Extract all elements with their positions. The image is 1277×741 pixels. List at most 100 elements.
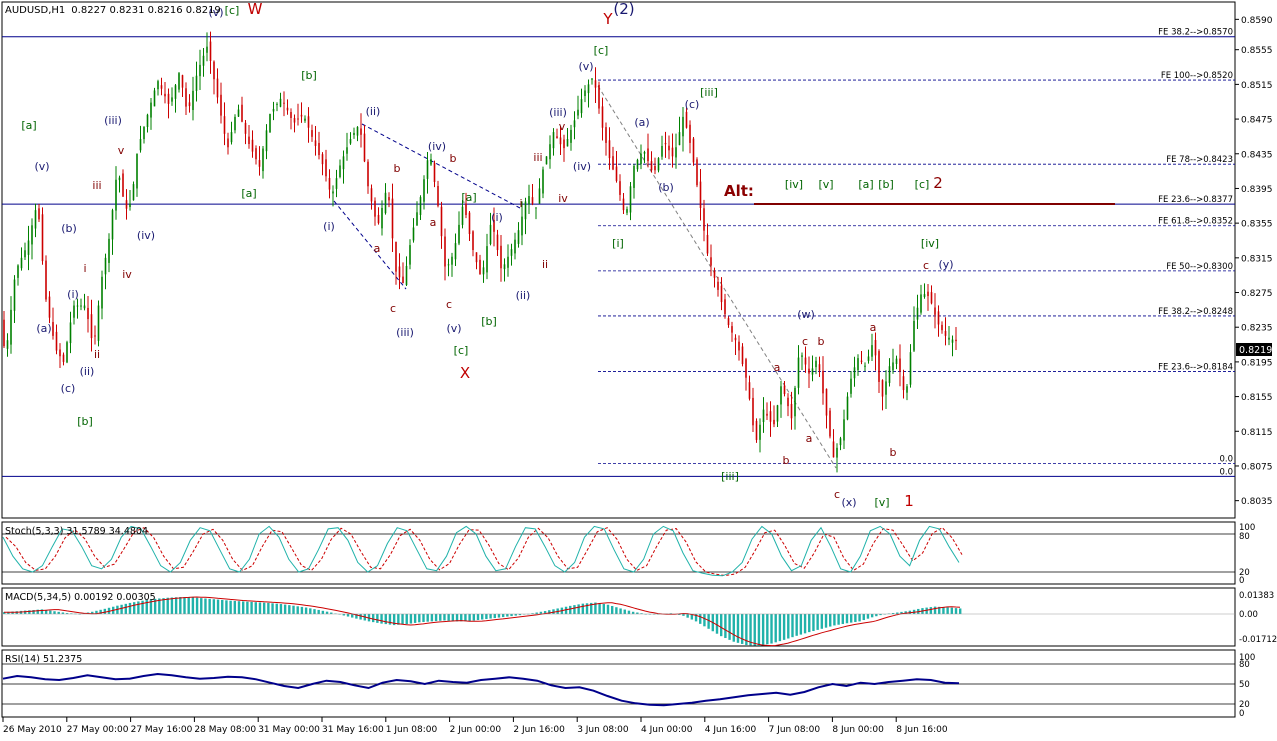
candle-body: [125, 200, 128, 209]
candle-body: [906, 386, 908, 393]
wave-label: W: [248, 0, 263, 18]
macd-bar: [787, 614, 790, 639]
macd-bar: [359, 614, 362, 620]
macd-bar: [405, 614, 408, 625]
candle-body: [31, 225, 33, 245]
candle-body: [895, 358, 898, 365]
candle-body: [150, 102, 152, 118]
candle-body: [685, 111, 688, 128]
time-tick-label: 27 May 00:00: [67, 725, 129, 735]
price-tick-label: 0.8475: [1241, 116, 1273, 126]
trend-lines: [333, 85, 1115, 469]
macd-bar: [824, 614, 828, 628]
candle-body: [748, 382, 751, 399]
macd-tick-zero: 0.00: [1239, 610, 1258, 620]
wave-label: (v): [578, 60, 593, 73]
time-tick-label: 28 May 08:00: [194, 725, 256, 735]
candle-body: [759, 424, 761, 440]
trend-line-b: [361, 123, 521, 209]
macd-bar: [40, 609, 44, 614]
fib-level-label: FE 61.8-->0.8352: [1158, 217, 1233, 227]
macd-bar: [543, 611, 547, 614]
wave-label: iii: [533, 151, 542, 164]
macd-histogram: [3, 597, 962, 646]
candle-body: [612, 156, 614, 170]
macd-bar: [120, 604, 123, 614]
macd-bar: [875, 614, 878, 617]
candle-body: [286, 107, 289, 111]
price-tick-label: 0.8435: [1241, 150, 1273, 160]
wave-label: [b]: [301, 69, 317, 82]
macd-bar: [506, 614, 509, 617]
candle-body: [10, 309, 12, 345]
candle-body: [97, 305, 100, 341]
macd-bar: [153, 598, 157, 614]
macd-panel: MACD(5,34,5) 0.00192 0.00305 0.01383 0.0…: [1, 587, 1277, 647]
macd-bar: [32, 609, 35, 614]
macd-bar: [451, 614, 455, 622]
candle-body: [83, 305, 86, 309]
candle-body: [27, 240, 30, 255]
candle-body: [608, 140, 611, 159]
candle-body: [430, 159, 432, 165]
macd-bar: [455, 614, 459, 622]
price-tick-label: 0.8035: [1241, 497, 1273, 507]
candle-body: [577, 109, 579, 116]
fib-level-label: FE 50-->0.8300: [1166, 262, 1233, 272]
candle-body: [69, 322, 72, 344]
candle-body: [843, 419, 845, 441]
macd-bar: [740, 614, 744, 644]
macd-title: MACD(5,34,5) 0.00192 0.00305: [5, 592, 156, 603]
candle-body: [850, 378, 852, 394]
candle-body: [153, 90, 156, 107]
fib-level-label: FE 78-->0.8423: [1166, 155, 1233, 165]
candle-body: [118, 177, 121, 181]
candle-body: [66, 342, 68, 363]
macd-bar: [481, 614, 484, 620]
candle-body: [517, 230, 520, 244]
candle-body: [762, 409, 765, 423]
time-tick-label: 26 May 2010: [3, 725, 62, 735]
macd-bar: [837, 614, 840, 625]
candle-body: [136, 153, 138, 189]
fib-level-label: 0.0: [1219, 454, 1233, 464]
candle-body: [157, 81, 159, 90]
wave-label: a: [870, 321, 877, 334]
time-tick-label: 2 Jun 16:00: [513, 725, 565, 735]
macd-bar: [606, 604, 610, 614]
candle-body: [871, 345, 873, 357]
wave-label: [a]: [858, 178, 873, 191]
wave-label: (iii): [104, 114, 122, 127]
macd-bar: [325, 611, 329, 614]
macd-bar: [36, 609, 39, 614]
macd-bar: [761, 614, 765, 646]
macd-bar: [418, 614, 421, 623]
macd-bar: [694, 614, 698, 622]
macd-bar: [720, 614, 723, 637]
candle-body: [899, 358, 901, 372]
candle-body: [440, 206, 443, 237]
candle-body: [640, 153, 642, 165]
candle-body: [409, 245, 411, 265]
candle-body: [734, 337, 737, 341]
candle-body: [629, 186, 632, 213]
macd-bar: [388, 614, 392, 625]
candle-body: [829, 410, 831, 437]
stochastic-tick-0: 0: [1239, 576, 1244, 586]
macd-bar: [233, 600, 237, 614]
price-tick-label: 0.8155: [1241, 393, 1273, 403]
candle-body: [482, 267, 485, 275]
macd-bar: [510, 614, 513, 617]
macd-bar: [778, 614, 782, 642]
current-price-label: 0.8219: [1239, 345, 1272, 356]
candle-body: [780, 386, 782, 405]
macd-bar: [401, 614, 404, 625]
stochastic-tick-20: 20: [1239, 568, 1250, 578]
macd-bar: [145, 600, 148, 614]
macd-bar: [376, 614, 379, 623]
candle-body: [248, 136, 250, 145]
wave-label: [b]: [77, 415, 93, 428]
candle-body: [318, 142, 320, 156]
current-price-box: [1236, 343, 1272, 356]
macd-tick-top: 0.01383: [1239, 591, 1274, 601]
